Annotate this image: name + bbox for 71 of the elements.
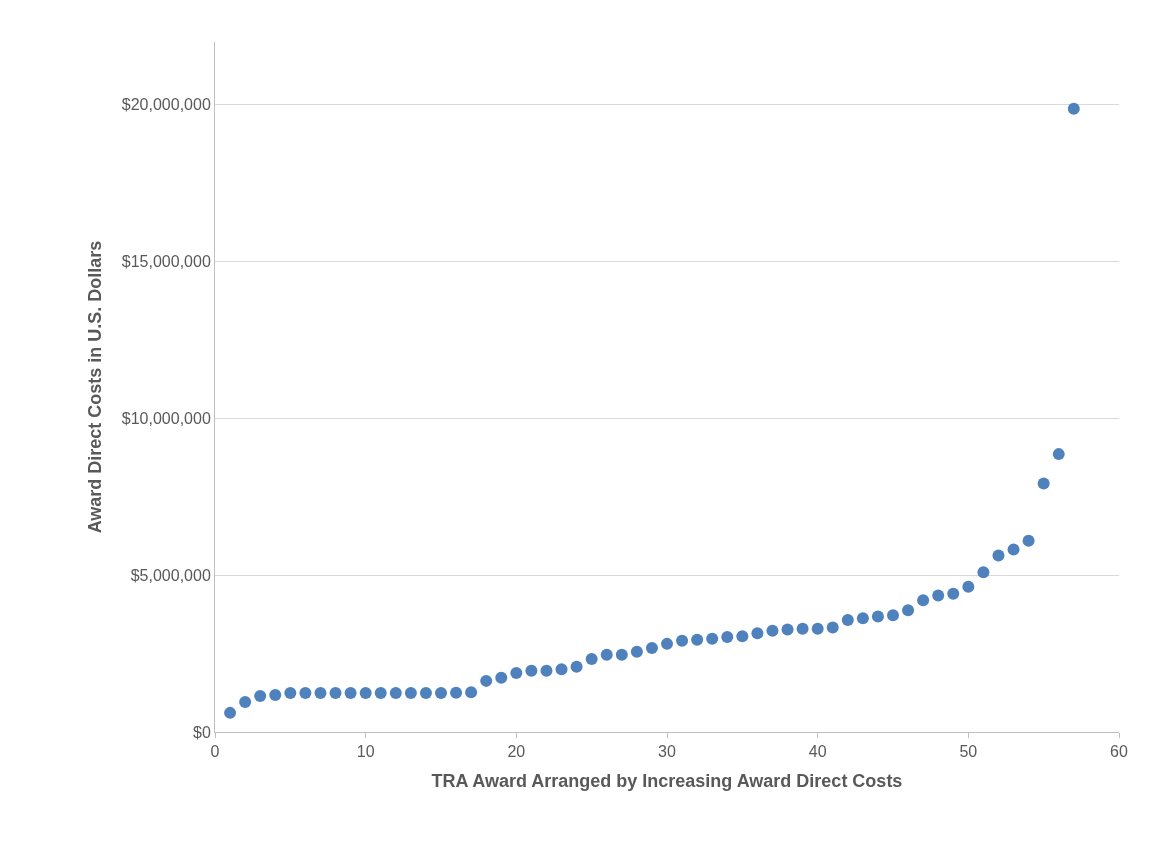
point bbox=[781, 623, 794, 636]
point bbox=[856, 612, 869, 625]
x-tick-label: 30 bbox=[658, 743, 676, 761]
point bbox=[419, 687, 432, 700]
point bbox=[359, 687, 372, 700]
point bbox=[932, 589, 945, 602]
point bbox=[480, 674, 493, 687]
point bbox=[661, 637, 673, 650]
point bbox=[1022, 534, 1035, 547]
point bbox=[796, 622, 809, 635]
point bbox=[992, 549, 1005, 562]
point bbox=[329, 687, 342, 700]
point bbox=[615, 648, 628, 661]
point bbox=[540, 664, 553, 677]
point bbox=[736, 630, 749, 643]
point bbox=[751, 627, 764, 640]
point bbox=[510, 667, 523, 680]
y-tick-label: $0 bbox=[193, 723, 211, 741]
x-tick-label: 50 bbox=[959, 743, 978, 761]
y-tick-label: $5,000,000 bbox=[130, 566, 211, 584]
point bbox=[706, 632, 719, 645]
point bbox=[389, 687, 402, 700]
point bbox=[314, 687, 327, 700]
point bbox=[495, 671, 508, 684]
point bbox=[450, 686, 463, 699]
point bbox=[1052, 448, 1065, 461]
x-tick-label: 40 bbox=[808, 743, 827, 761]
x-tick-label: 60 bbox=[1110, 743, 1128, 761]
x-tick-label: 20 bbox=[507, 743, 526, 761]
point bbox=[404, 687, 417, 700]
point bbox=[917, 594, 930, 607]
point bbox=[871, 610, 884, 623]
point bbox=[766, 624, 779, 637]
point bbox=[947, 587, 960, 600]
point bbox=[239, 695, 252, 708]
point bbox=[1067, 102, 1080, 115]
point bbox=[585, 652, 598, 665]
point bbox=[570, 660, 583, 673]
y-axis-title: Award Direct Costs in U.S. Dollars bbox=[85, 240, 106, 534]
point bbox=[284, 687, 297, 700]
point bbox=[676, 634, 689, 647]
y-tick-label: $10,000,000 bbox=[121, 409, 211, 427]
point bbox=[721, 630, 734, 643]
point bbox=[555, 663, 568, 676]
y-tick-label: $20,000,000 bbox=[121, 96, 211, 114]
point bbox=[344, 687, 357, 700]
point bbox=[826, 621, 839, 634]
point bbox=[811, 622, 824, 635]
point bbox=[977, 566, 990, 579]
point bbox=[962, 580, 975, 593]
y-tick-label: $15,000,000 bbox=[121, 253, 211, 271]
point bbox=[630, 645, 643, 658]
x-tick-label: 10 bbox=[356, 743, 375, 761]
x-tick-label: 0 bbox=[210, 743, 220, 761]
point bbox=[254, 689, 267, 702]
point bbox=[435, 687, 447, 700]
point bbox=[645, 641, 658, 654]
x-axis-title: TRA Award Arranged by Increasing Award Direct Costs bbox=[431, 771, 903, 792]
point bbox=[902, 604, 915, 617]
point bbox=[269, 688, 282, 701]
point bbox=[841, 614, 854, 627]
point bbox=[887, 609, 899, 622]
point bbox=[1007, 543, 1020, 556]
point bbox=[299, 687, 312, 700]
point bbox=[1037, 477, 1050, 490]
point bbox=[600, 648, 613, 661]
point bbox=[374, 687, 387, 700]
point bbox=[224, 706, 237, 719]
point bbox=[691, 633, 704, 646]
point bbox=[525, 664, 538, 677]
point bbox=[465, 686, 478, 699]
